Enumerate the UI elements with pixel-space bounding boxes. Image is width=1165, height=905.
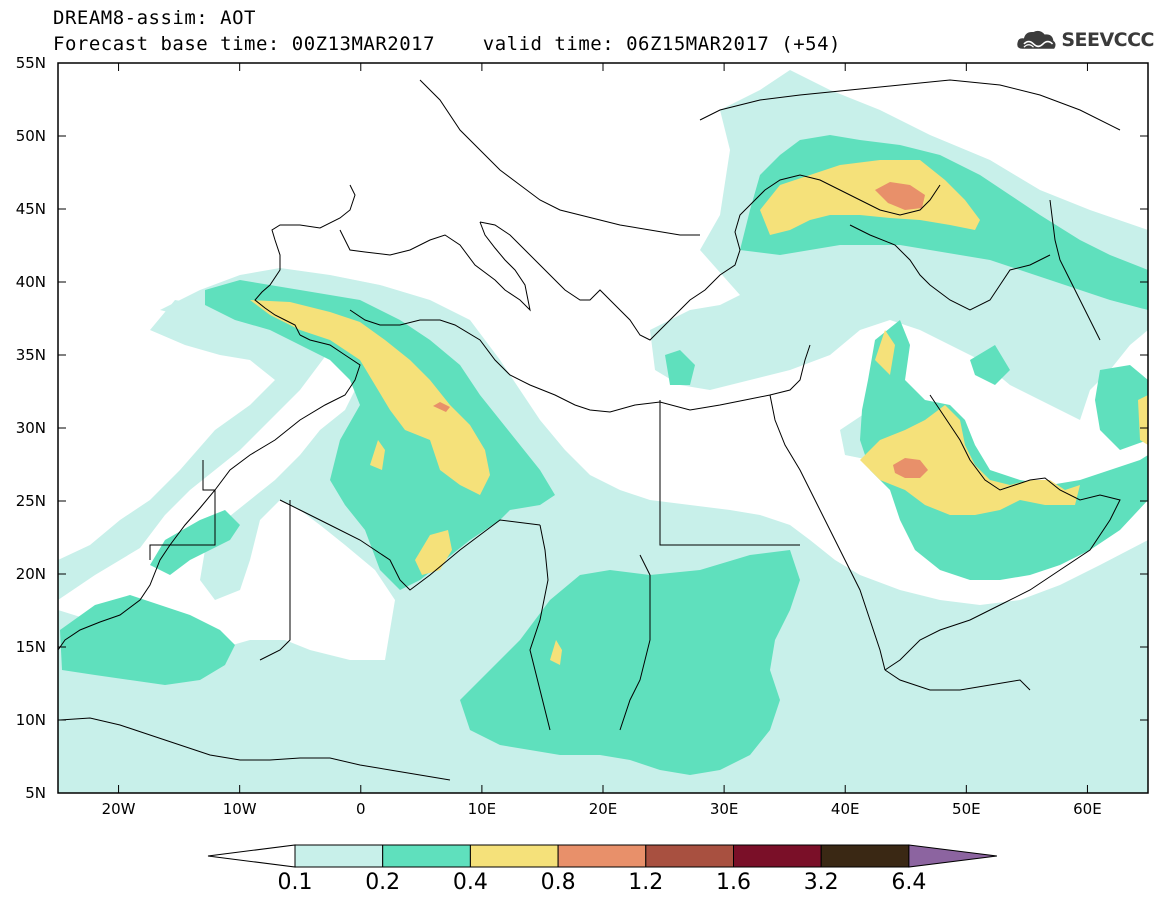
colorbar-segment [294, 844, 384, 868]
colorbar-high-arrow [908, 844, 997, 868]
lat-label: 15N [16, 638, 46, 656]
longitude-ticks: 20W 10W 0 10E 20E 30E 40E 50E 60E [102, 63, 1102, 818]
coastlines [58, 79, 1121, 781]
lat-label: 50N [16, 127, 46, 145]
lat-label: 10N [16, 711, 46, 729]
colorbar-label: 0.2 [365, 870, 400, 895]
forecast-time-line: Forecast base time: 00Z13MAR2017 valid t… [53, 33, 841, 55]
latitude-ticks: 55N 50N 45N 40N 35N 30N 25N 20N 15N 10N 5N [16, 54, 1148, 802]
lat-label: 45N [16, 200, 46, 218]
colorbar-low-arrow [207, 844, 296, 868]
lon-label: 50E [952, 800, 981, 818]
lat-label: 40N [16, 273, 46, 291]
colorbar-label: 1.6 [716, 870, 751, 895]
lon-label: 10W [223, 800, 257, 818]
colorbar-label: 0.1 [278, 870, 313, 895]
colorbar-segment [820, 844, 910, 868]
lat-label: 25N [16, 492, 46, 510]
colorbar: 0.1 0.2 0.4 0.8 1.2 1.6 3.2 6.4 [207, 844, 997, 895]
map-title: DREAM8-assim: AOT [53, 7, 256, 29]
aot-field [58, 70, 1148, 793]
colorbar-segment [557, 844, 647, 868]
lon-label: 30E [710, 800, 739, 818]
colorbar-label: 0.8 [541, 870, 576, 895]
lat-label: 20N [16, 565, 46, 583]
lat-label: 55N [16, 54, 46, 72]
colorbar-label: 6.4 [891, 870, 926, 895]
lon-label: 0 [356, 800, 366, 818]
colorbar-segment [645, 844, 734, 868]
lon-label: 20W [102, 800, 136, 818]
colorbar-segment [469, 844, 559, 868]
colorbar-label: 0.4 [453, 870, 488, 895]
logo-text: SEEVCCC [1061, 29, 1154, 51]
lon-label: 20E [589, 800, 618, 818]
colorbar-segment [733, 844, 822, 868]
aot-level-0.8 [433, 182, 928, 478]
lat-label: 35N [16, 346, 46, 364]
seevccc-logo: SEEVCCC [1016, 24, 1154, 56]
colorbar-segment [382, 844, 471, 868]
colorbar-label: 1.2 [628, 870, 663, 895]
lat-label: 5N [25, 784, 46, 802]
lon-label: 40E [831, 800, 860, 818]
cloud-icon [1017, 30, 1056, 49]
lat-label: 30N [16, 419, 46, 437]
lon-label: 60E [1073, 800, 1102, 818]
colorbar-label: 3.2 [804, 870, 839, 895]
lon-label: 10E [468, 800, 497, 818]
